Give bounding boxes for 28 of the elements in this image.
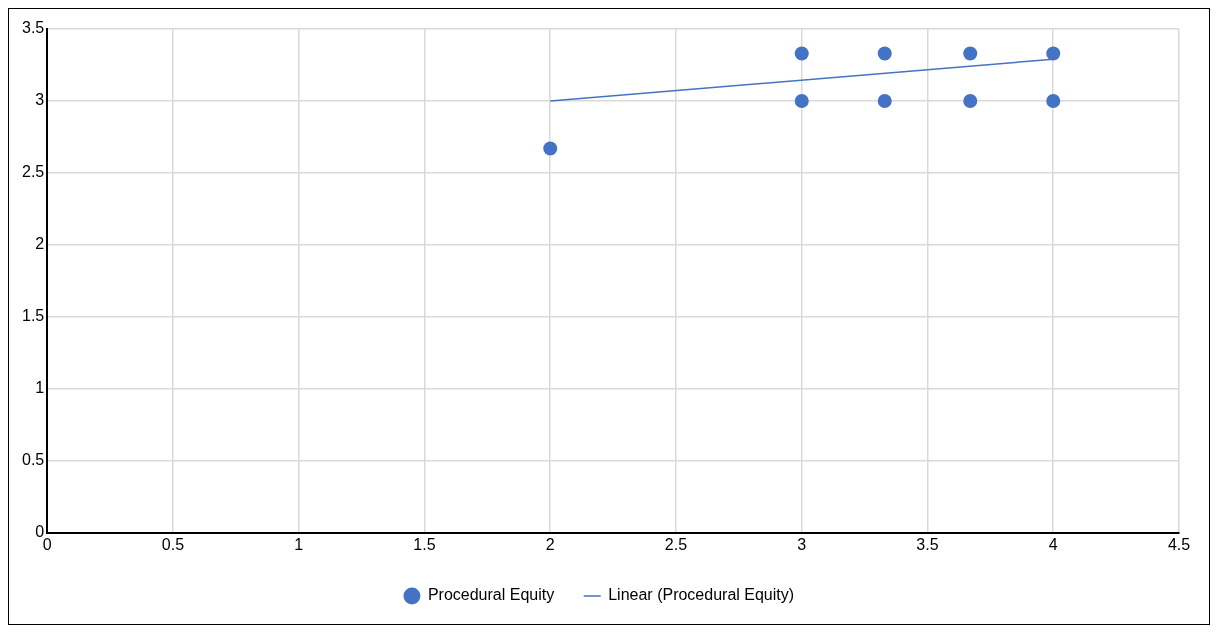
legend-label: Linear (Procedural Equity): [608, 586, 795, 604]
point: [794, 93, 809, 108]
x-tick-label: 1: [294, 535, 304, 553]
y-tick-label: 3: [35, 91, 45, 109]
y-tick-label: 0: [35, 523, 45, 541]
point: [877, 93, 892, 108]
x-tick-label: 3: [797, 535, 807, 553]
x-tick-label: 0.5: [161, 535, 185, 553]
point: [963, 46, 978, 61]
y-tick-label: 1: [35, 379, 45, 397]
x-tick-label: 2: [545, 535, 555, 553]
x-tick-label: 4: [1048, 535, 1058, 553]
x-tick-label: 2.5: [664, 535, 688, 553]
legend-label: Procedural Equity: [427, 586, 555, 604]
point: [1046, 46, 1061, 61]
y-tick-label: 2: [35, 235, 45, 253]
y-tick-label: 2.5: [21, 163, 45, 181]
point: [1046, 93, 1061, 108]
point: [794, 46, 809, 61]
point: [963, 93, 978, 108]
y-tick-label: 3.5: [21, 19, 45, 37]
point: [543, 141, 558, 156]
x-tick-label: 4.5: [1167, 535, 1191, 553]
x-tick-label: 3.5: [916, 535, 939, 553]
point: [877, 46, 892, 61]
y-tick-label: 1.5: [21, 307, 45, 325]
y-tick-label: 0.5: [21, 451, 45, 469]
x-tick-label: 1.5: [413, 535, 436, 553]
